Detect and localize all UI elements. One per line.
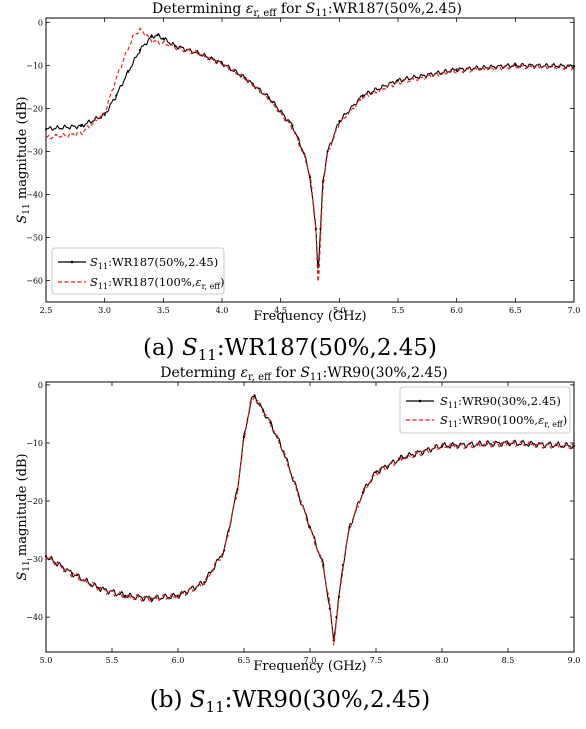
chart-a-xtick-label: 5.5	[392, 306, 405, 315]
chart-b-xtick-label: 8.5	[502, 656, 515, 665]
chart-b: Determing εr, eff for S11:WR90(30%,2.45)…	[15, 365, 580, 716]
chart-a-xlabel: Frequency (GHz)	[253, 309, 366, 324]
chart-b-xtick-label: 5.5	[106, 656, 119, 665]
chart-b-series-1-point	[328, 607, 331, 610]
chart-b-series-1-point	[242, 436, 246, 439]
chart-a-series-1-point	[267, 96, 271, 99]
chart-a-ytick-label: −50	[26, 233, 43, 242]
chart-a-legend-box	[51, 247, 225, 295]
chart-b-series-1-line	[45, 394, 575, 641]
chart-b-xlabel: Frequency (GHz)	[253, 659, 366, 674]
chart-a-series-1-point	[44, 127, 48, 131]
chart-a-xtick-label: 2.5	[40, 306, 53, 315]
chart-b-xtick-label: 9.0	[568, 656, 581, 665]
chart-b-xtick-label: 7.0	[304, 656, 317, 665]
chart-a-plot-area	[45, 17, 575, 303]
chart-b-series-2-line	[45, 396, 575, 646]
chart-a-series-1-point	[150, 35, 153, 38]
chart-b-series-1-point	[124, 594, 127, 597]
chart-a-yticks: 0 −10 −20 −30 −40 −50 −60	[26, 18, 574, 285]
chart-a-series-1-point	[197, 52, 200, 55]
chart-b-xticks: 5.0 5.5 6.0 6.5 7.0 7.5 8.0 8.5 9.0	[40, 382, 581, 665]
chart-b-ytick-label: −40	[26, 613, 43, 622]
chart-b-series-1-point	[44, 555, 48, 558]
chart-a-series-2-line	[45, 27, 575, 282]
chart-a-series-1-point	[338, 120, 341, 123]
chart-a-xtick-label: 7.0	[568, 306, 581, 315]
chart-a-xtick-label: 6.5	[509, 306, 522, 315]
chart-a-xtick-label: 4.0	[216, 306, 229, 315]
chart-a-legend-label-2: S11:WR187(100%,εr, eff)	[90, 275, 225, 291]
chart-b-xtick-label: 6.5	[238, 656, 251, 665]
chart-b-xtick-label: 6.0	[172, 656, 185, 665]
chart-a-xticks: 2.5 3.0 3.5 4.0 4.5 5.0 5.5 6.0 6.5 7.0	[40, 18, 581, 315]
chart-a-ytick-label: −60	[26, 276, 43, 285]
chart-b-yticks: 0 −10 −20 −30 −40	[26, 381, 574, 622]
chart-a-legend: S11:WR187(50%,2.45) S11:WR187(100%,εr, e…	[51, 247, 225, 295]
chart-b-legend: S11:WR90(30%,2.45) S11:WR90(100%,εr, eff…	[399, 386, 571, 434]
chart-b-ytick-label: −30	[26, 555, 43, 564]
chart-a-series-1-point	[80, 124, 83, 128]
chart-b-series-1-point	[71, 572, 74, 575]
chart-b-ytick-label: −10	[26, 439, 43, 448]
chart-a-series-1-point	[572, 65, 576, 68]
chart-b-legend-marker-1	[418, 399, 422, 403]
chart-a-series-1-point	[103, 113, 106, 116]
chart-a-series-1-point	[115, 94, 118, 97]
chart-a-caption: (a) S11:WR187(50%,2.45)	[143, 335, 437, 364]
chart-b-ytick-label: −20	[26, 497, 43, 506]
chart-a-series-1-point	[162, 37, 165, 40]
chart-a-title: Determining εr, eff for S11:WR187(50%,2.…	[152, 1, 462, 19]
chart-b-legend-box	[399, 386, 571, 434]
chart-b-series-1-point	[401, 456, 404, 459]
chart-a-xtick-label: 3.5	[157, 306, 170, 315]
chart-a-xtick-label: 4.5	[274, 306, 287, 315]
chart-a-lines	[44, 27, 576, 282]
chart-a-series-1-point	[127, 70, 130, 73]
chart-a-ytick-label: −40	[26, 190, 43, 199]
chart-b-legend-label-2: S11:WR90(100%,εr, eff)	[440, 413, 567, 429]
chart-a-ytick-label: −20	[26, 104, 43, 113]
chart-b-ytick-label: 0	[38, 381, 43, 390]
chart-b-series-1-point	[253, 394, 256, 397]
chart-b-series-1-point	[361, 491, 364, 494]
chart-a-legend-label-1: S11:WR187(50%,2.45)	[90, 255, 218, 271]
chart-a-ytick-label: 0	[38, 18, 43, 27]
chart-b-ylabel: S11 magnitude (dB)	[15, 453, 32, 580]
chart-b-series-1-point	[348, 526, 351, 529]
chart-a-ylabel: S11 magnitude (dB)	[15, 96, 32, 223]
chart-a: Determining εr, eff for S11:WR187(50%,2.…	[15, 1, 580, 364]
chart-a-series-1-line	[45, 32, 575, 269]
chart-b-series-1-point	[269, 421, 272, 424]
chart-b-lines	[44, 394, 576, 646]
chart-a-ytick-label: −30	[26, 147, 43, 156]
chart-a-series-1-point	[138, 49, 141, 52]
chart-b-legend-label-1: S11:WR90(30%,2.45)	[440, 394, 561, 410]
chart-b-caption: (b) S11:WR90(30%,2.45)	[150, 687, 430, 716]
chart-a-series-1-point	[173, 44, 177, 48]
chart-a-series-1-point	[156, 34, 159, 37]
chart-b-xtick-label: 7.5	[370, 656, 383, 665]
chart-b-series-1-point	[236, 488, 239, 491]
chart-b-xtick-label: 5.0	[40, 656, 53, 665]
chart-a-legend-marker-1	[70, 260, 74, 264]
chart-b-xtick-label: 8.0	[436, 656, 449, 665]
chart-b-series-1-point	[506, 441, 510, 445]
chart-b-title: Determing εr, eff for S11:WR90(30%,2.45)	[160, 365, 448, 383]
chart-a-ytick-label: −10	[26, 61, 43, 70]
chart-a-series-1-point	[361, 94, 364, 97]
chart-a-xtick-label: 5.0	[333, 306, 346, 315]
chart-a-series-1-point	[291, 124, 294, 127]
chart-b-series-1-point	[335, 616, 338, 619]
chart-b-series-1-point	[97, 587, 100, 590]
chart-a-xtick-label: 3.0	[98, 306, 111, 315]
chart-a-xtick-label: 6.0	[450, 306, 463, 315]
